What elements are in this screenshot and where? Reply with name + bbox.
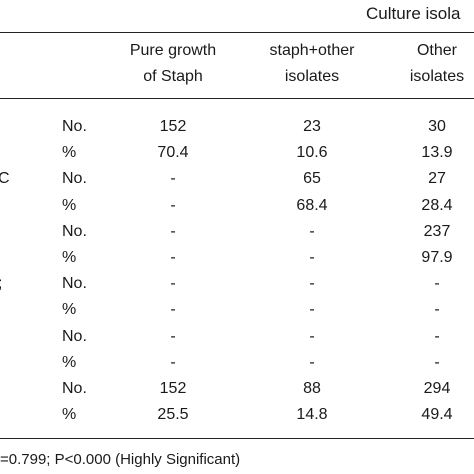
table-cell: - — [434, 275, 440, 292]
row-stub: C — [0, 170, 10, 187]
table-cell: - — [170, 275, 176, 292]
table-cell: 152 — [159, 380, 187, 397]
table-cell: - — [170, 328, 176, 345]
footnote: =0.799; P<0.000 (Highly Significant) — [0, 451, 241, 468]
table-cell: 23 — [303, 118, 321, 135]
table-cell: 70.4 — [157, 144, 189, 161]
bottom-rule — [0, 438, 474, 439]
row-label: % — [62, 144, 77, 161]
table-cell: - — [309, 275, 315, 292]
table-cell: 88 — [303, 380, 321, 397]
table-cell: 97.9 — [421, 249, 453, 266]
row-label: No. — [62, 170, 87, 187]
table-cell: 68.4 — [296, 197, 328, 214]
row-label: No. — [62, 223, 87, 240]
column-header-line1: Other — [416, 42, 457, 59]
table-cell: - — [309, 249, 315, 266]
row-label: % — [62, 197, 77, 214]
row-label: % — [62, 249, 77, 266]
column-header-line1: staph+other — [269, 42, 355, 59]
top-rule — [0, 32, 474, 33]
table-cell: - — [170, 223, 176, 240]
row-label: No. — [62, 275, 87, 292]
table-cell: - — [170, 249, 176, 266]
header-rule — [0, 98, 474, 99]
table-cell: 27 — [428, 170, 446, 187]
table-cell: - — [434, 328, 440, 345]
table-cell: 49.4 — [421, 406, 453, 423]
table-cell: 30 — [428, 118, 446, 135]
table-cell: 152 — [159, 118, 187, 135]
column-header-line2: isolates — [409, 68, 465, 85]
row-label: % — [62, 354, 77, 371]
row-label: % — [62, 301, 77, 318]
row-label: % — [62, 406, 77, 423]
row-label: No. — [62, 118, 87, 135]
column-header-line2: of Staph — [143, 68, 203, 85]
row-label: No. — [62, 328, 87, 345]
table-cell: 65 — [303, 170, 321, 187]
table-cell: - — [434, 301, 440, 318]
table-cell: 25.5 — [157, 406, 189, 423]
table-cell: - — [170, 170, 176, 187]
row-stub: ; — [0, 274, 2, 294]
table-cell: 14.8 — [296, 406, 328, 423]
table-cell: 237 — [423, 223, 451, 240]
table-cell: 28.4 — [421, 197, 453, 214]
table-cell: - — [170, 197, 176, 214]
column-header-line2: isolates — [284, 68, 340, 85]
group-header: Culture isola — [366, 4, 461, 23]
table-cell: - — [309, 354, 315, 371]
column-header-line1: Pure growth — [129, 42, 217, 59]
table-cell: - — [309, 301, 315, 318]
table-cell: - — [170, 354, 176, 371]
table-cell: 294 — [423, 380, 451, 397]
table-cell: - — [309, 328, 315, 345]
table-cell: 13.9 — [421, 144, 453, 161]
row-label: No. — [62, 380, 87, 397]
table-cell: 10.6 — [296, 144, 328, 161]
table-cell: - — [434, 354, 440, 371]
table-cell: - — [309, 223, 315, 240]
table-cell: - — [170, 301, 176, 318]
